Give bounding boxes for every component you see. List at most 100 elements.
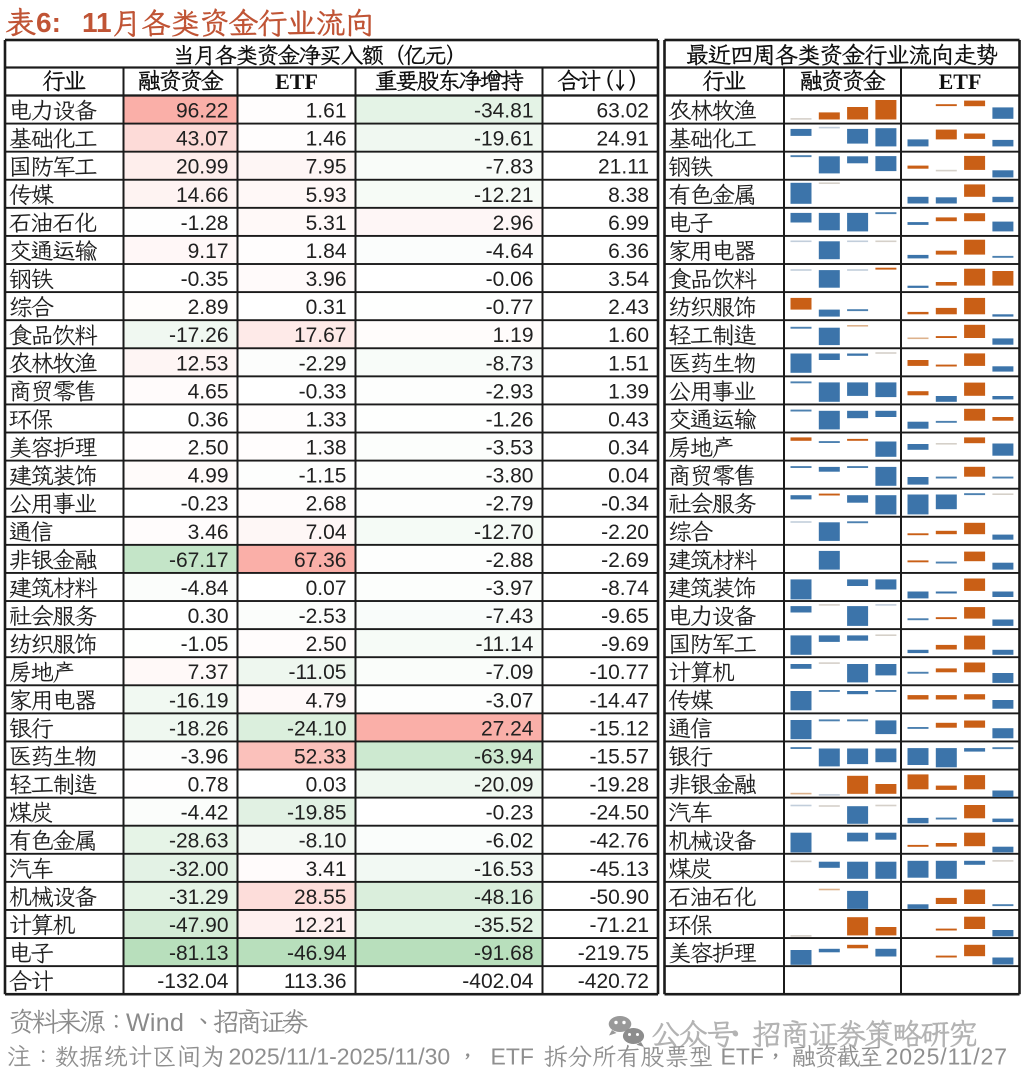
svg-text:-12.70: -12.70	[474, 521, 534, 544]
svg-text:-4.84: -4.84	[181, 577, 229, 600]
svg-text:-3.97: -3.97	[486, 577, 534, 600]
svg-text:1.39: 1.39	[608, 380, 649, 403]
svg-text:0.07: 0.07	[306, 577, 347, 600]
svg-text:6.99: 6.99	[608, 212, 649, 235]
svg-text:-7.83: -7.83	[486, 156, 534, 179]
svg-text:ETF: ETF	[939, 69, 982, 94]
svg-text:24.91: 24.91	[596, 128, 649, 151]
svg-text:63.02: 63.02	[596, 100, 649, 123]
svg-text:-50.90: -50.90	[589, 886, 649, 909]
svg-text:-1.28: -1.28	[181, 212, 229, 235]
svg-text:-0.35: -0.35	[181, 268, 229, 291]
svg-text:7.95: 7.95	[306, 156, 347, 179]
svg-text:-8.73: -8.73	[486, 352, 534, 375]
svg-text:-24.10: -24.10	[287, 717, 347, 740]
svg-text:2.50: 2.50	[188, 437, 229, 460]
svg-text:-17.26: -17.26	[169, 324, 229, 347]
svg-text:ETF: ETF	[721, 1044, 764, 1070]
svg-text:3.54: 3.54	[608, 268, 649, 291]
svg-text:-20.09: -20.09	[474, 774, 534, 797]
svg-text:9.17: 9.17	[188, 240, 229, 263]
svg-text:4.65: 4.65	[188, 380, 229, 403]
svg-text:-18.26: -18.26	[169, 717, 229, 740]
svg-text:-2.88: -2.88	[486, 549, 534, 572]
svg-text:-8.10: -8.10	[299, 830, 347, 853]
svg-text:6:: 6:	[36, 7, 61, 38]
svg-text:-9.65: -9.65	[601, 605, 649, 628]
svg-text:52.33: 52.33	[294, 745, 347, 768]
svg-text:1.84: 1.84	[306, 240, 347, 263]
svg-text:-35.52: -35.52	[474, 914, 534, 937]
svg-text:3.96: 3.96	[306, 268, 347, 291]
svg-text:1.33: 1.33	[306, 408, 347, 431]
svg-text:-132.04: -132.04	[157, 970, 229, 993]
svg-text:5.31: 5.31	[306, 212, 347, 235]
svg-text:43.07: 43.07	[176, 128, 229, 151]
svg-text:-219.75: -219.75	[578, 942, 649, 965]
svg-text:-19.28: -19.28	[589, 774, 649, 797]
svg-text:ETF: ETF	[491, 1044, 534, 1070]
svg-text:-0.23: -0.23	[486, 802, 534, 825]
svg-text:96.22: 96.22	[176, 100, 229, 123]
svg-text:-420.72: -420.72	[578, 970, 649, 993]
svg-text:0.30: 0.30	[188, 605, 229, 628]
svg-text:-0.23: -0.23	[181, 493, 229, 516]
svg-text:1.51: 1.51	[608, 352, 649, 375]
svg-text:-45.13: -45.13	[589, 858, 649, 881]
svg-text:-71.21: -71.21	[589, 914, 649, 937]
svg-text:-46.94: -46.94	[287, 942, 347, 965]
svg-text:113.36: 113.36	[284, 970, 347, 993]
svg-text:-0.06: -0.06	[486, 268, 534, 291]
svg-text:0.03: 0.03	[306, 774, 347, 797]
svg-text:-12.21: -12.21	[474, 184, 534, 207]
svg-text:-2.79: -2.79	[486, 493, 534, 516]
svg-text:2.89: 2.89	[188, 296, 229, 319]
svg-text:-0.77: -0.77	[486, 296, 534, 319]
svg-text:-6.02: -6.02	[486, 830, 534, 853]
svg-text:17.67: 17.67	[294, 324, 347, 347]
svg-text:0.31: 0.31	[306, 296, 347, 319]
svg-text:-19.85: -19.85	[287, 802, 347, 825]
svg-text:-2.93: -2.93	[486, 380, 534, 403]
svg-text:-3.80: -3.80	[486, 465, 534, 488]
svg-text:11: 11	[82, 7, 112, 38]
svg-text:-24.50: -24.50	[589, 802, 649, 825]
svg-text:2.43: 2.43	[608, 296, 649, 319]
svg-text:-16.53: -16.53	[474, 858, 534, 881]
svg-text:7.37: 7.37	[188, 661, 229, 684]
svg-text:-0.33: -0.33	[299, 380, 347, 403]
svg-text:2025/11/27: 2025/11/27	[886, 1044, 1008, 1070]
svg-text:-7.43: -7.43	[486, 605, 534, 628]
svg-text:-15.12: -15.12	[589, 717, 649, 740]
svg-text:67.36: 67.36	[294, 549, 347, 572]
svg-text:8.38: 8.38	[608, 184, 649, 207]
svg-text:-3.96: -3.96	[181, 745, 229, 768]
svg-text:-4.42: -4.42	[181, 802, 229, 825]
svg-text:-2.29: -2.29	[299, 352, 347, 375]
svg-text:-14.47: -14.47	[589, 689, 649, 712]
svg-text:-1.05: -1.05	[181, 633, 229, 656]
svg-text:-16.19: -16.19	[169, 689, 229, 712]
svg-text:-0.34: -0.34	[601, 493, 649, 516]
svg-text:21.11: 21.11	[598, 156, 649, 179]
svg-text:2.96: 2.96	[493, 212, 534, 235]
svg-text:12.21: 12.21	[294, 914, 347, 937]
svg-text:-2.53: -2.53	[299, 605, 347, 628]
svg-text:1.19: 1.19	[493, 324, 534, 347]
svg-text:-81.13: -81.13	[169, 942, 229, 965]
svg-text:-8.74: -8.74	[601, 577, 649, 600]
svg-text:0.04: 0.04	[608, 465, 649, 488]
svg-text:0.36: 0.36	[188, 408, 229, 431]
svg-text:-19.61: -19.61	[474, 128, 534, 151]
svg-text:1.46: 1.46	[306, 128, 347, 151]
svg-text:1.61: 1.61	[306, 100, 347, 123]
svg-text:14.66: 14.66	[176, 184, 229, 207]
svg-text:-48.16: -48.16	[474, 886, 534, 909]
svg-text:2025/11/1-2025/11/30: 2025/11/1-2025/11/30	[229, 1044, 451, 1070]
svg-text:-1.26: -1.26	[486, 408, 534, 431]
svg-text:-28.63: -28.63	[169, 830, 229, 853]
svg-text:1.38: 1.38	[306, 437, 347, 460]
svg-text:4.99: 4.99	[188, 465, 229, 488]
svg-text:-15.57: -15.57	[589, 745, 649, 768]
svg-text:2.50: 2.50	[306, 633, 347, 656]
